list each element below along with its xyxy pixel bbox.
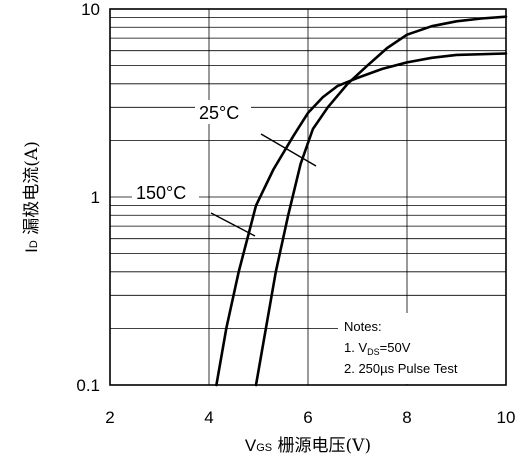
notes-title: Notes: <box>344 319 382 334</box>
notes-box <box>338 313 506 384</box>
curves <box>215 15 508 387</box>
y-tick-label: 1 <box>91 188 100 207</box>
series-line-25C <box>254 15 508 387</box>
annotation-150c-bg <box>132 180 199 204</box>
annotation-150c-label: 150°C <box>136 183 186 203</box>
y-tick-label: 10 <box>81 0 100 19</box>
x-tick-label: 2 <box>105 408 114 427</box>
y-axis-title: ID 漏极电流(A) <box>22 141 42 253</box>
tick-labels: 2 4 6 8 10 0.1 1 10 <box>76 0 515 427</box>
notes-line-1: 1. VDS=50V <box>344 340 411 357</box>
annotation-25c-bg <box>195 100 251 124</box>
annotation-25c-label: 25°C <box>199 103 239 123</box>
annotation-150c-leader <box>210 212 256 237</box>
annotations: 25°C 150°C <box>132 100 317 237</box>
x-tick-label: 4 <box>204 408 213 427</box>
grid <box>110 9 506 385</box>
annotation-25c-leader <box>260 133 317 167</box>
series-line-150C <box>215 52 508 387</box>
y-tick-label: 0.1 <box>76 376 100 395</box>
notes-line-2: 2. 250µs Pulse Test <box>344 361 458 376</box>
x-tick-label: 10 <box>497 408 516 427</box>
x-tick-label: 8 <box>402 408 411 427</box>
x-tick-label: 6 <box>303 408 312 427</box>
plot-frame <box>109 8 507 386</box>
x-axis-title: VGS 栅源电压(V) <box>245 436 371 456</box>
